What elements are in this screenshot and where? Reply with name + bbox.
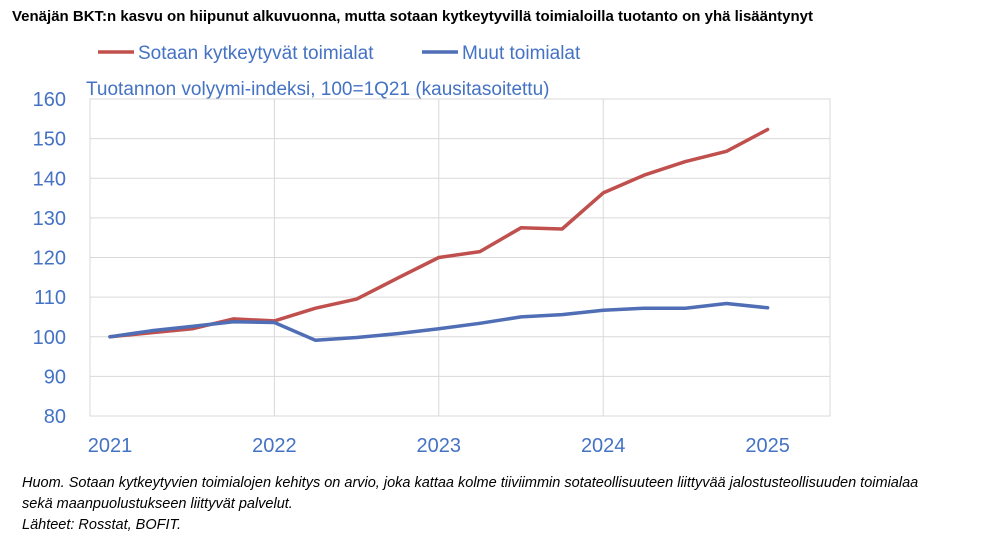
y-tick-label: 130 — [33, 208, 66, 230]
x-tick-label: 2023 — [417, 435, 462, 457]
legend-label-2: Muut toimialat — [462, 43, 581, 64]
y-tick-label: 140 — [33, 168, 66, 190]
footnote-line-2: sekä maanpuolustukseen liittyvät palvelu… — [22, 496, 293, 512]
legend-label-1: Sotaan kytkeytyvät toimialat — [138, 43, 374, 64]
x-axis: 2021 2022 2023 2024 2025 — [88, 435, 790, 457]
line-chart: Sotaan kytkeytyvät toimialat Muut toimial… — [33, 43, 831, 457]
y-axis: 80 90 100 110 120 130 140 150 160 — [33, 89, 66, 428]
source-line: Lähteet: Rosstat, BOFIT. — [22, 517, 182, 533]
series-line-2 — [108, 301, 770, 343]
y-tick-label: 90 — [44, 366, 66, 388]
footnote-line-1: Huom. Sotaan kytkeytyvien toimialojen ke… — [22, 475, 919, 491]
x-tick-label: 2025 — [745, 435, 790, 457]
y-tick-label: 120 — [33, 248, 66, 270]
footnote: Huom. Sotaan kytkeytyvien toimialojen ke… — [22, 473, 982, 536]
grid — [89, 98, 831, 417]
y-tick-label: 160 — [33, 89, 66, 111]
x-tick-label: 2024 — [581, 435, 626, 457]
y-tick-label: 150 — [33, 129, 66, 151]
legend: Sotaan kytkeytyvät toimialat Muut toimial… — [98, 43, 581, 64]
series-group — [108, 127, 770, 343]
y-tick-label: 110 — [34, 287, 66, 309]
y-tick-label: 80 — [44, 406, 66, 428]
x-tick-label: 2022 — [252, 435, 297, 457]
y-tick-label: 100 — [33, 327, 66, 349]
chart-subtitle: Tuotannon volyymi-indeksi, 100=1Q21 (kau… — [86, 79, 549, 100]
x-tick-label: 2021 — [88, 435, 133, 457]
chart-title: Venäjän BKT:n kasvu on hiipunut alkuvuon… — [12, 8, 813, 25]
